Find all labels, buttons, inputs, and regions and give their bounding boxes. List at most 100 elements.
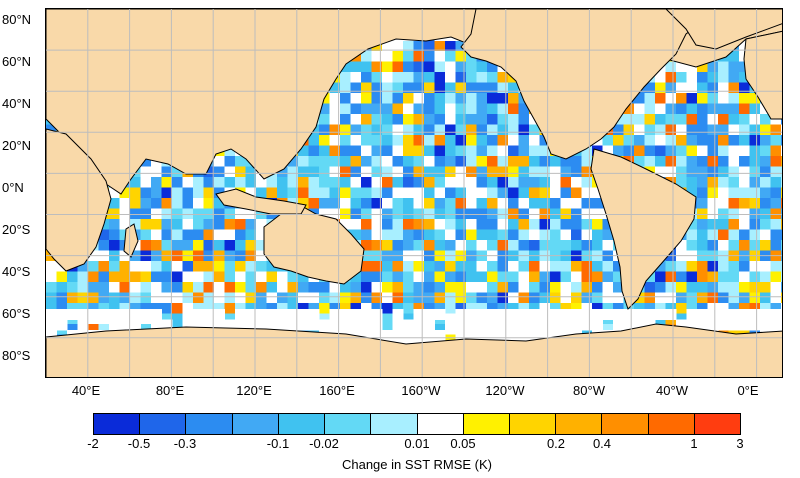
sst-cell [571,240,582,251]
sst-cell [403,51,414,62]
sst-cell [760,177,771,188]
lat-label-40n: 40°N [2,96,32,111]
sst-cell [550,303,561,314]
sst-cell [119,187,131,199]
sst-cell [518,303,530,314]
sst-cell [224,229,236,241]
sst-cell [655,303,666,314]
sst-cell [340,103,351,115]
sst-cell [602,229,614,241]
colorbar-tick: -0.02 [309,436,339,451]
sst-cell [308,156,320,167]
sst-cell [781,240,782,251]
sst-cell [466,82,477,94]
sst-cell [77,303,89,314]
sst-cell [728,198,740,209]
sst-cell [707,145,719,157]
sst-cell [560,292,572,304]
sst-cell [508,229,519,241]
sst-cell [382,313,393,325]
sst-cell [361,166,372,178]
sst-cell [718,103,729,115]
sst-cell [56,271,68,283]
colorbar-swatch [602,414,649,434]
sst-cell [214,303,225,314]
madagascar [123,223,139,258]
sst-cell [539,166,551,178]
sst-cell [592,219,603,230]
sst-cell [455,166,467,178]
sst-cell [508,303,519,314]
sst-cell [182,319,194,331]
sst-cell [571,177,582,188]
sst-cell [602,309,614,320]
sst-cell [644,114,656,125]
sst-cell [382,330,393,341]
sst-cell [319,313,330,325]
sst-cell [739,124,750,136]
sst-cell [287,156,299,167]
sst-cell [392,156,404,167]
sst-cell [697,103,708,115]
sst-cell [424,93,435,104]
sst-cell [382,72,393,83]
sst-cell [707,166,719,178]
sst-cell [98,292,110,304]
sst-cell [371,229,383,241]
sst-cell [256,261,267,272]
sst-cell [382,219,393,230]
sst-cell [602,135,614,146]
sst-cell [182,303,194,314]
colorbar-swatch [140,414,187,434]
sst-cell [676,303,687,314]
sst-cell [760,187,771,199]
sst-cell [781,261,782,272]
sst-cell [602,219,614,230]
sst-cell [445,313,456,325]
sst-cell [298,145,309,157]
sst-cell [728,303,740,314]
lon-label-80w: 80°W [573,383,605,398]
sst-cell [697,261,708,272]
sst-cell [340,93,351,104]
sst-cell [193,282,204,293]
sst-cell [466,240,477,251]
sst-cell [455,229,467,241]
sst-cell [770,271,782,283]
sst-cell [392,61,404,73]
sst-cell [529,166,540,178]
sst-cell [329,166,341,178]
sst-cell [434,240,446,251]
sst-cell [560,303,572,314]
sst-cell [319,145,330,157]
sst-cell [707,156,719,167]
sst-cell [245,319,257,331]
sst-cell [277,166,288,178]
sst-cell [613,261,624,272]
sst-cell [644,124,656,136]
sst-cell [697,198,708,209]
sst-cell [224,303,236,314]
sst-cell [224,319,236,331]
sst-cell [781,303,782,314]
sst-cell [434,303,446,314]
sst-cell [634,309,645,320]
sst-cell [361,72,372,83]
sst-cell [770,282,782,293]
sst-cell [728,145,740,157]
sst-cell [193,187,204,199]
sst-cell [277,187,288,199]
sst-cell [550,319,561,331]
sst-cell [634,319,645,331]
sst-cell [581,282,593,293]
sst-cell [203,282,215,293]
sst-cell [476,271,488,283]
sst-cell [235,292,246,304]
sst-cell [392,145,404,157]
sst-cell [224,282,236,293]
sst-cell [214,271,225,283]
sst-cell [392,103,404,115]
sst-cell [560,240,572,251]
sst-cell [319,156,330,167]
sst-cell [644,135,656,146]
